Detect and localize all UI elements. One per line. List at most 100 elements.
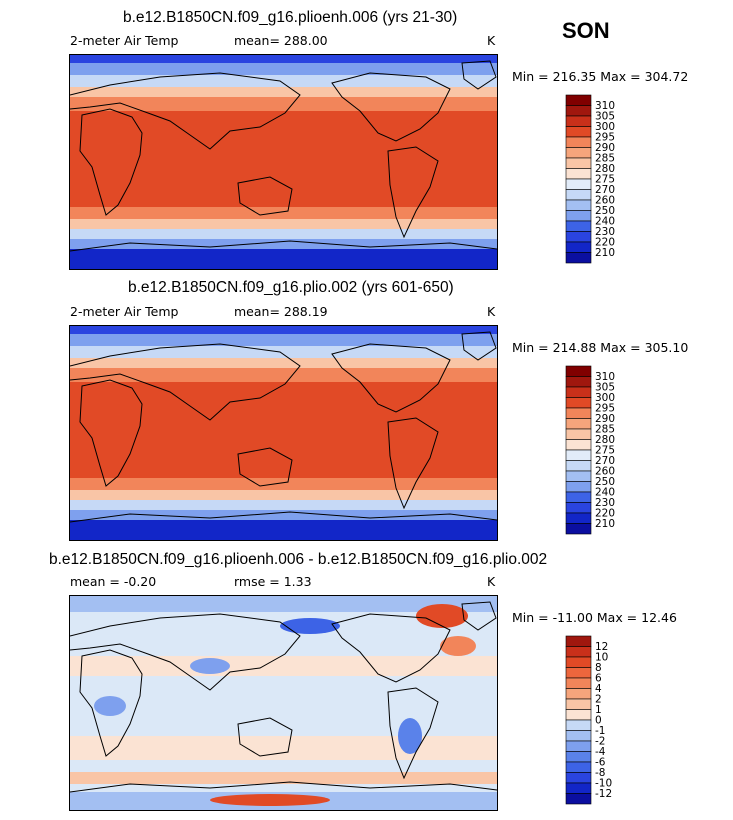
panel3-rmse: rmse = 1.33	[234, 574, 312, 589]
colorbar-box	[565, 635, 592, 647]
colorbar-box	[565, 252, 592, 264]
colorbar-label: 230	[595, 226, 615, 238]
colorbar-label: 295	[595, 403, 615, 415]
map-band	[70, 382, 497, 478]
anomaly-patch	[94, 696, 126, 716]
colorbar-box	[565, 782, 592, 794]
anomaly-patch	[440, 636, 476, 656]
colorbar-box	[565, 397, 592, 409]
colorbar-box	[565, 428, 592, 440]
map-band	[70, 772, 497, 784]
colorbar-box	[565, 386, 592, 398]
map-band	[70, 75, 497, 87]
colorbar-label: -10	[595, 778, 612, 790]
colorbar-label: 275	[595, 174, 615, 186]
map-band	[70, 87, 497, 97]
colorbar-label: 305	[595, 111, 615, 123]
colorbar-label: 310	[595, 100, 615, 112]
colorbar-box	[565, 502, 592, 514]
panel1-colorbar: 3103053002952902852802752702602502402302…	[565, 94, 615, 264]
colorbar-box	[565, 656, 592, 668]
colorbar-label: 260	[595, 466, 615, 478]
map-band	[70, 249, 497, 269]
panel1-map	[69, 54, 498, 270]
map-band	[70, 111, 497, 207]
colorbar-box	[565, 740, 592, 752]
colorbar-box	[565, 168, 592, 180]
panel1-title: b.e12.B1850CN.f09_g16.plioenh.006 (yrs 2…	[123, 9, 458, 26]
coastline-australia	[237, 717, 293, 757]
coastline-australia	[237, 176, 293, 216]
colorbar-box	[565, 688, 592, 700]
colorbar-box	[565, 178, 592, 190]
colorbar-box	[565, 491, 592, 503]
colorbar-box	[565, 751, 592, 763]
colorbar-box	[565, 449, 592, 461]
colorbar-label: 240	[595, 216, 615, 228]
colorbar-box	[565, 126, 592, 138]
season-label: SON	[562, 18, 610, 43]
coastline-antarctica	[70, 511, 497, 523]
coastline-greenland	[461, 601, 497, 631]
colorbar-label: 300	[595, 392, 615, 404]
map-band	[70, 97, 497, 111]
colorbar-box	[565, 105, 592, 117]
colorbar-box	[565, 709, 592, 721]
colorbar-label: 0	[595, 715, 602, 727]
panel3-title: b.e12.B1850CN.f09_g16.plioenh.006 - b.e1…	[49, 551, 548, 568]
colorbar-label: 270	[595, 455, 615, 467]
coastline-north-america	[331, 72, 451, 142]
colorbar-box	[565, 115, 592, 127]
colorbar-label: 290	[595, 413, 615, 425]
colorbar-box	[565, 481, 592, 493]
anomaly-patch	[190, 658, 230, 674]
anomaly-patch	[398, 718, 422, 754]
colorbar-box	[565, 376, 592, 388]
coastline-antarctica	[70, 240, 497, 252]
colorbar-label: 310	[595, 371, 615, 383]
coastline-antarctica	[70, 781, 497, 793]
coastline-australia	[237, 447, 293, 487]
colorbar-label: -12	[595, 788, 612, 800]
panel1-mean: mean= 288.00	[234, 33, 328, 48]
anomaly-patches	[94, 604, 476, 806]
map-band	[70, 736, 497, 760]
map-band	[70, 229, 497, 239]
colorbar-box	[565, 147, 592, 159]
panel3-minmax: Min = -11.00 Max = 12.46	[512, 610, 677, 625]
map-band	[70, 500, 497, 510]
panel3-map	[69, 595, 498, 811]
colorbar-box	[565, 157, 592, 169]
anomaly-patch	[210, 794, 330, 806]
map-band	[70, 490, 497, 500]
panel2-title: b.e12.B1850CN.f09_g16.plio.002 (yrs 601-…	[128, 279, 454, 296]
colorbar-label: 250	[595, 205, 615, 217]
panel1-map-svg	[70, 55, 497, 269]
panel2-variable: 2-meter Air Temp	[70, 304, 179, 319]
colorbar-label: 290	[595, 142, 615, 154]
colorbar-box	[565, 241, 592, 253]
colorbar-label: 280	[595, 434, 615, 446]
colorbar-box	[565, 761, 592, 773]
colorbar-box	[565, 439, 592, 451]
colorbar-box	[565, 136, 592, 148]
colorbar-box	[565, 646, 592, 658]
map-band	[70, 346, 497, 358]
colorbar-label: 8	[595, 662, 602, 674]
map-band	[70, 239, 497, 249]
colorbar-label: 210	[595, 247, 615, 259]
colorbar-label: 270	[595, 184, 615, 196]
colorbar-box	[565, 210, 592, 222]
coastline-north-america	[331, 343, 451, 413]
panel3-mean: mean = -0.20	[70, 574, 157, 589]
colorbar-label: 230	[595, 497, 615, 509]
colorbar-label: 210	[595, 518, 615, 530]
colorbar-box	[565, 523, 592, 535]
coastline-africa	[79, 108, 143, 216]
panel2-map	[69, 325, 498, 541]
colorbar-box	[565, 793, 592, 805]
colorbar-label: 300	[595, 121, 615, 133]
panel1-minmax: Min = 216.35 Max = 304.72	[512, 69, 689, 84]
colorbar-label: 275	[595, 445, 615, 457]
colorbar-label: 4	[595, 683, 602, 695]
